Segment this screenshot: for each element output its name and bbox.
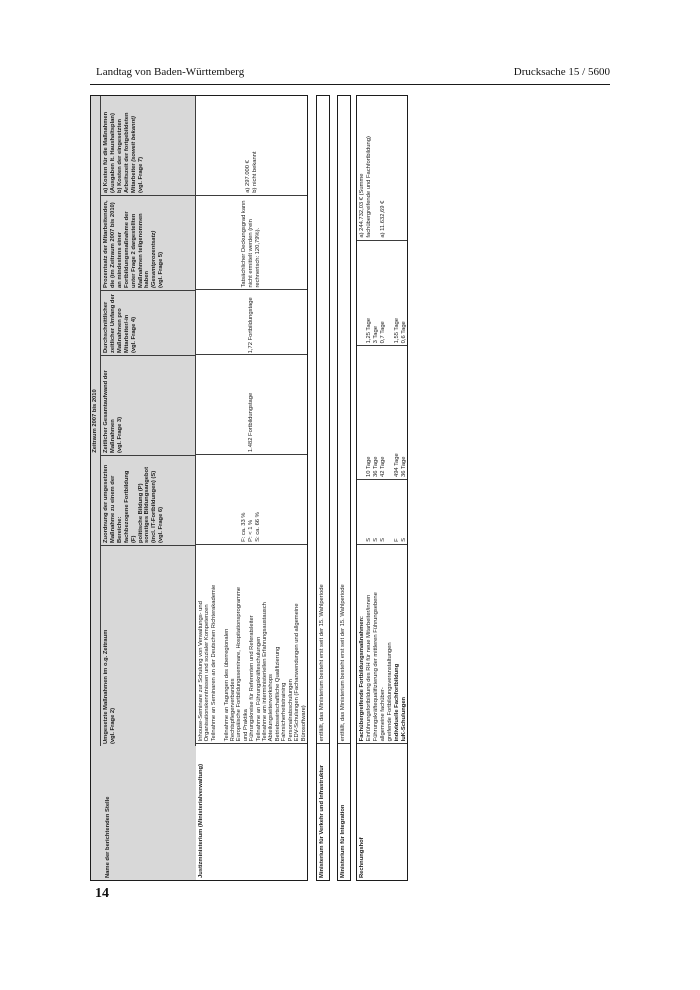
column-header-durchschnitt: Durchschnittlicher zeitlicher Umfang der…	[101, 291, 195, 356]
justiz-kosten-cell: a) 297.000 € b) nicht bekannt	[196, 95, 307, 196]
prozentsatz-frage-ref: (vgl. Frage 5)	[158, 251, 165, 288]
table-ministerium-verkehr: Ministerium für Verkehr und Infrastruktu…	[316, 95, 330, 881]
justiz-massnahmen-cell: Inhouse-Seminare zur Schulung von Verwal…	[196, 544, 307, 745]
banner-zeitraum: Zeitraum 2007 bis 2010	[91, 96, 101, 746]
verkehr-statement-cell: entfällt, das Ministerium besteht erst s…	[317, 96, 329, 745]
justiz-prozentsatz-cell: Tatsächlicher Deckungsgrad kann nicht er…	[196, 195, 307, 291]
column-header-massnahmen: Umgesetzte Maßnahmen im o.g. Zeitraum (v…	[101, 546, 195, 746]
rechnungshof-gesamtaufwand-cell: 10 Tage 36 Tage 42 Tage 494 Tage 36 Tage	[357, 346, 407, 481]
header-publisher: Landtag von Baden-Württemberg	[96, 66, 245, 78]
rechnungshof-massnahmen-cell: Fachübergreifende Fortbildungsmaßnahmen:…	[357, 544, 407, 745]
rechnungshof-name-cell: Rechnungshof	[359, 837, 365, 878]
column-header-prozentsatz: Prozentsatz der Mitarbeitenden, die (im …	[101, 196, 195, 291]
prozentsatz-note-italic: (Gesamtprozentsatz)	[151, 230, 158, 288]
table-rechnungshof: Rechnungshof Fachübergreifende Fortbildu…	[356, 95, 408, 881]
justiz-gesamtaufwand-cell: 1.482 Fortbildungstage	[196, 355, 307, 456]
justiz-durchschnitt-cell: 1,72 Fortbildungstage	[196, 290, 307, 356]
header-rule	[90, 84, 610, 85]
justiz-name-cell: Justizministerium (Ministerialverwaltung…	[198, 763, 204, 878]
integration-statement-cell: entfällt, das Ministerium besteht erst s…	[338, 96, 350, 745]
column-header-kosten: a) Kosten für die Maßnahmen (Ausgaben lt…	[101, 96, 195, 196]
integration-name-cell: Ministerium für Integration	[340, 804, 346, 878]
table-ministerium-integration: Ministerium für Integration entfällt, da…	[337, 95, 351, 881]
justiz-zuordnung-cell: F: ca. 33 % P: < 1 % S: ca. 66 %	[196, 455, 307, 545]
verkehr-name-cell: Ministerium für Verkehr und Infrastruktu…	[319, 764, 325, 878]
column-header-zuordnung: Zuordnung der umgesetzten Maßnahme zu ei…	[101, 456, 195, 546]
rechnungshof-zuordnung-cell: S S S F S	[357, 480, 407, 545]
rechnungshof-durchschnitt-cell: 1,25 Tage 3 Tage 0,7 Tage 1,55 Tage 0,6 …	[357, 240, 407, 347]
fortbildung-table-justizministerium: Name der berichtenden Stelle Zeitraum 20…	[90, 95, 308, 881]
massnahmen-items: Einführungsfortbildung des RH für neue M…	[366, 592, 393, 742]
massnahmen-category-3: IuK-Schulungen	[401, 696, 407, 742]
rechnungshof-kosten-cell: a) 244.732,03 € (Summe fachübergreifende…	[357, 96, 407, 241]
header-document-number: Drucksache 15 / 5600	[513, 66, 610, 78]
document-header: Landtag von Baden-Württemberg Drucksache…	[90, 66, 610, 82]
kosten-note-italic: (soweit bekannt)	[130, 116, 137, 162]
page-number: 14	[95, 886, 109, 901]
column-header-name: Name der berichtenden Stelle	[91, 746, 196, 880]
massnahmen-category-2: individuelle Fachfortbildung	[394, 663, 400, 742]
massnahmen-category-1: Fachübergreifende Fortbildungsmaßnahmen:	[359, 616, 365, 742]
kosten-frage-ref: (vgl. Frage 7)	[137, 156, 144, 193]
column-header-gesamtaufwand: Zeitlicher Gesamtaufwand der Maßnahmen (…	[101, 356, 195, 456]
